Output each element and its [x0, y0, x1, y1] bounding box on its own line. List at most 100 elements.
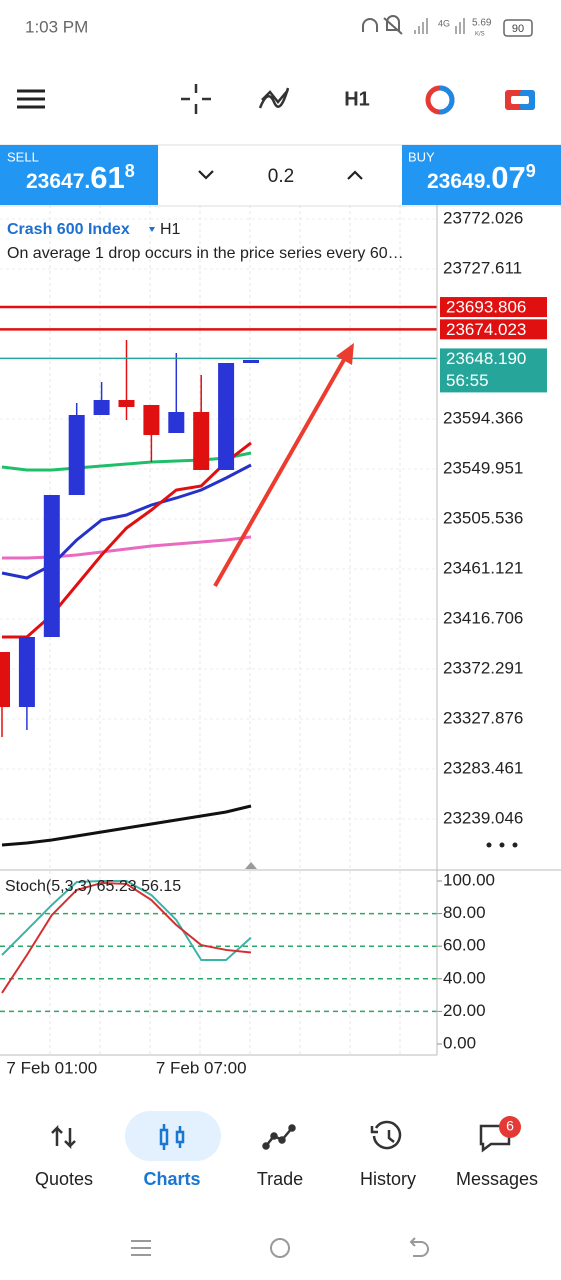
moving-average [2, 441, 252, 639]
sell-button[interactable] [0, 145, 158, 205]
stoch-line [1, 881, 252, 994]
level-label: 23693.806 [446, 298, 526, 317]
price-big: 61 [90, 160, 124, 195]
nav-label[interactable]: Quotes [35, 1169, 93, 1189]
network: 4G [438, 18, 450, 28]
y-tick-label: 23372.291 [443, 658, 523, 677]
stoch-label: Stoch(5,3,3) 65.23 56.15 [5, 878, 181, 895]
y-tick-label: 20.00 [443, 1001, 486, 1020]
candle-body [43, 494, 60, 637]
y-tick-label: 23727.611 [443, 258, 522, 277]
recents[interactable] [131, 1240, 151, 1256]
y-tick-label: 23416.706 [443, 608, 523, 627]
level-tag [440, 297, 547, 318]
price-plot [0, 218, 437, 847]
candle-body [68, 414, 85, 495]
candle-body [18, 636, 35, 707]
more-button[interactable] [486, 842, 518, 848]
candle-body [118, 399, 135, 407]
trend-arrow [213, 343, 354, 587]
nav-label[interactable]: History [360, 1169, 416, 1189]
y-tick-label: 23549.951 [443, 458, 523, 477]
y-tick-label: 23772.026 [443, 208, 523, 227]
y-tick-label: 23283.461 [443, 758, 523, 777]
chart-timeframe: H1 [160, 221, 181, 238]
volume[interactable]: 0.2 [268, 166, 294, 187]
moving-average [2, 535, 252, 560]
symbol[interactable]: Crash 600 Index [7, 221, 130, 238]
candle-body [243, 359, 259, 363]
y-tick-label: 40.00 [443, 968, 486, 987]
speed-unit: K/S [475, 32, 485, 38]
trade-button[interactable] [505, 90, 535, 110]
level-tag [440, 348, 547, 393]
y-tick-label: 100.00 [443, 870, 495, 889]
crosshair-button[interactable] [181, 84, 211, 114]
trade-icon[interactable] [262, 1124, 296, 1150]
moving-average [1, 804, 252, 847]
y-tick-label: 23327.876 [443, 708, 523, 727]
timeframe-button[interactable]: H1 [344, 88, 370, 110]
nav-label[interactable]: Charts [143, 1169, 200, 1189]
candle-body [168, 411, 185, 433]
badge-count: 6 [506, 1118, 514, 1134]
y-tick-label: 23239.046 [443, 808, 523, 827]
status-time: 1:03 PM [25, 17, 88, 36]
symbol-dropdown[interactable] [149, 227, 155, 232]
charts-icon[interactable] [159, 1124, 185, 1150]
candle-body [193, 411, 210, 470]
objects-button[interactable] [425, 85, 455, 115]
status-icons [362, 15, 403, 35]
volume-up[interactable] [347, 170, 363, 180]
level-tag [440, 319, 547, 340]
home[interactable] [270, 1238, 290, 1258]
price-main: 23647. [26, 170, 90, 193]
panel-resize[interactable] [245, 862, 257, 869]
stoch-line [1, 879, 252, 962]
battery-level: 90 [512, 23, 524, 35]
nav-label[interactable]: Messages [456, 1169, 538, 1189]
menu-button[interactable] [17, 89, 45, 109]
speed: 5.69 [472, 18, 492, 29]
buy-button[interactable] [402, 145, 561, 205]
x-tick-label: 7 Feb 01:00 [6, 1058, 97, 1077]
battery [503, 19, 533, 37]
moving-average [1, 463, 252, 580]
active-tab-bg [125, 1111, 221, 1161]
price-sup: 8 [125, 161, 135, 181]
indicators-button[interactable] [258, 87, 290, 109]
level-label: 23648.190 [446, 349, 526, 368]
y-tick-label: 23594.366 [443, 408, 523, 427]
candle-body [218, 362, 235, 470]
nav-label[interactable]: Trade [257, 1169, 303, 1189]
quotes-icon[interactable] [51, 1124, 76, 1150]
vertical-grid [49, 205, 401, 1055]
bar-timer: 56:55 [446, 371, 489, 390]
sell-label: SELL [7, 149, 39, 164]
level-label: 23674.023 [446, 320, 526, 339]
candle-body [0, 651, 10, 707]
volume-down[interactable] [198, 170, 214, 180]
system-nav [131, 1237, 429, 1258]
x-tick-label: 7 Feb 07:00 [156, 1058, 247, 1077]
candle-body [143, 404, 160, 435]
price-sup: 9 [526, 161, 536, 181]
stoch-plot [0, 879, 437, 1013]
moving-average [1, 451, 252, 472]
candle-body [93, 399, 110, 415]
axes: 23772.026 23727.611 23594.366 23549.951 2350… [6, 208, 547, 1077]
symbol-description: On average 1 drop occurs in the price se… [7, 245, 404, 262]
signal [414, 18, 465, 34]
history-icon[interactable] [370, 1120, 402, 1150]
back[interactable] [409, 1237, 429, 1257]
price-main: 23649. [427, 170, 491, 193]
buy-price: 23649.079 [427, 160, 536, 195]
price-big: 07 [491, 160, 525, 195]
y-tick-label: 23505.536 [443, 508, 523, 527]
y-tick-label: 60.00 [443, 936, 486, 955]
y-tick-label: 23461.121 [443, 558, 523, 577]
y-tick-label: 80.00 [443, 903, 486, 922]
